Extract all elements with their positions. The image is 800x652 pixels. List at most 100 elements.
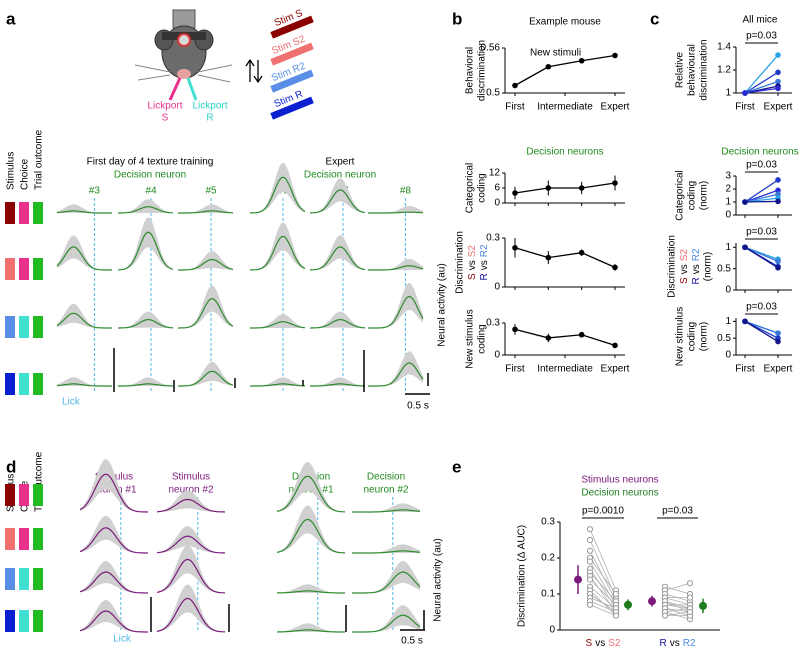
y-tick-label: 0.5 [486,88,500,99]
pair-line [664,582,691,591]
activity-trace [276,518,346,554]
pair-line [744,54,779,94]
condition-square [33,202,43,224]
data-point [512,190,518,196]
y-tick-label: 6 [494,183,500,194]
trace-band [80,459,148,512]
p-value: p=0.0010 [582,506,624,517]
trace-band [250,314,305,328]
pair-line [664,608,691,616]
trace-band [157,545,225,593]
y-tick-label: 0.5 [717,263,731,274]
activity-trace [56,210,112,214]
activity-trace [79,610,148,633]
chart-title: Example mouse [529,17,601,28]
activity-trace [156,597,226,633]
data-point [545,335,552,341]
group-title: Expert [326,157,355,168]
pair-point [775,338,781,345]
decision-neuron-point [686,580,694,587]
neuron-label: #3 [89,186,101,197]
label-part: R [479,273,490,280]
activity-trace [178,210,234,214]
pair-point [775,258,781,265]
condition-square [5,202,15,224]
pair-point [775,264,781,271]
trace-band [118,199,173,213]
trace-band [368,283,423,328]
y-axis-title: Behavioral [465,47,476,94]
y-tick-label: 0.3 [486,233,500,244]
condition-square [5,316,15,338]
decision-neuron-point [686,594,694,601]
decision-neuron-point [612,590,620,598]
pair-line [744,200,779,203]
y-axis-title: coding [687,181,698,210]
pair-point [775,78,781,85]
pair-line [744,71,779,94]
trace-band [157,490,225,512]
pair-line [744,179,779,203]
activity-trace [79,527,148,554]
y-axis-title: coding [687,322,698,351]
lick-label: Lick [113,634,132,645]
trace-band [157,584,225,632]
data-point [612,264,618,271]
y-axis-title: behavioural [687,44,698,96]
data-point [578,185,585,191]
y-tick-label: 0.56 [481,43,501,54]
pair-line [664,586,691,595]
pair-line [589,579,617,606]
label-part: vs [595,638,605,649]
trace-band [310,235,365,270]
trace-band [250,162,305,213]
lickport-label: R [206,113,213,124]
y-tick-label: 1.2 [717,65,731,76]
mean-point [574,575,582,584]
y-tick-label: 12 [489,168,501,179]
pair-line [589,597,617,609]
mean-point [648,597,656,606]
trace-band [178,204,233,213]
panel-label: b [452,9,462,28]
activity-trace [79,571,148,594]
stimulus-neuron-point [586,558,594,565]
time-scale-label: 0.5 s [407,401,429,412]
condition-square [33,610,43,632]
pair-point [742,244,748,251]
lick-label: Lick [62,397,81,408]
pair-line [744,320,779,343]
group-subtitle: Decision neuron [304,170,376,181]
y-axis-title: discrimination [477,40,488,101]
pair-point [742,90,748,96]
y-tick-label: 0 [725,285,731,296]
neuron-title: neuron #2 [168,485,213,496]
trace-band [250,222,305,270]
activity-trace [276,629,345,633]
lickport-label: Lickport [192,101,227,112]
colored-label: Svs S2 [467,245,478,280]
stimulus-neuron-point [586,576,594,583]
pair-point [775,69,781,76]
row-header: Trial outcome [34,451,45,512]
pair-line [664,597,691,606]
pair-point [742,318,748,325]
stimulus-neuron-point [586,526,594,533]
activity-trace [118,383,174,387]
pair-line [589,557,617,595]
decision-neuron-point [612,612,620,619]
data-point [578,249,585,256]
y-axis-title: Relative [675,52,686,89]
chart-title: All mice [742,15,777,26]
trace-band [368,351,423,386]
row-header: Choice [20,158,31,190]
annotation: New stimuli [530,48,581,59]
y-tick-label: 1 [725,197,731,208]
neuron-title: neuron #2 [363,485,408,496]
activity-trace [118,206,174,214]
trace-band [178,361,233,386]
y-axis-title: (norm) [699,181,710,210]
trace-band [57,235,112,270]
condition-square [19,258,29,280]
stimulus-bar [270,42,314,66]
